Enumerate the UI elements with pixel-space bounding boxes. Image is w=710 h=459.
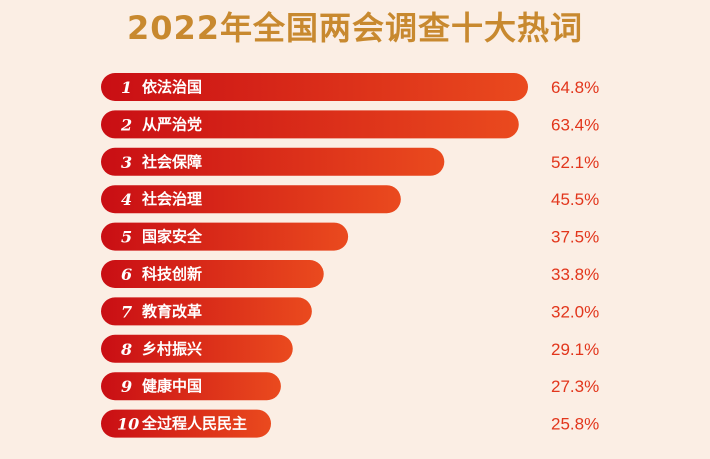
bar-rank-9: 9 xyxy=(121,377,132,396)
value-label-5: 37.5% xyxy=(551,228,599,247)
bar-rank-5: 5 xyxy=(121,228,132,247)
value-label-7: 32.0% xyxy=(551,302,599,321)
bar-1 xyxy=(101,73,528,101)
value-label-10: 25.8% xyxy=(551,415,599,434)
bar-6 xyxy=(101,260,324,288)
bar-7 xyxy=(101,297,312,326)
bar-rank-8: 8 xyxy=(120,340,132,359)
bar-rank-1: 1 xyxy=(121,78,132,97)
bar-rank-4: 4 xyxy=(121,190,132,209)
bar-5 xyxy=(101,222,349,251)
bar-10 xyxy=(101,409,272,438)
value-label-8: 29.1% xyxy=(551,340,599,359)
category-label-5: 国家安全 xyxy=(142,228,203,246)
value-label-6: 33.8% xyxy=(551,265,599,284)
category-label-1: 依法治国 xyxy=(142,78,202,96)
value-label-2: 63.4% xyxy=(551,115,599,134)
bar-rank-3: 3 xyxy=(121,153,132,172)
bar-9 xyxy=(101,372,281,401)
category-label-2: 从严治党 xyxy=(142,115,202,133)
category-label-10: 全过程人民民主 xyxy=(141,415,247,433)
category-label-8: 乡村振兴 xyxy=(142,340,202,358)
category-label-9: 健康中国 xyxy=(142,377,202,395)
bar-3 xyxy=(101,147,445,176)
bar-rank-2: 2 xyxy=(120,115,132,134)
bar-rank-6: 6 xyxy=(121,265,132,284)
category-label-3: 社会保障 xyxy=(141,153,202,171)
bar-8 xyxy=(101,334,293,363)
value-label-9: 27.3% xyxy=(551,377,599,396)
bar-4 xyxy=(101,185,401,214)
category-label-4: 社会治理 xyxy=(141,190,202,208)
bar-2 xyxy=(101,110,519,139)
value-label-3: 52.1% xyxy=(551,153,599,172)
bar-rank-10: 10 xyxy=(117,415,139,434)
value-label-1: 64.8% xyxy=(551,78,599,97)
chart-title: 2022年全国两会调查十大热词 xyxy=(126,9,584,47)
category-label-6: 科技创新 xyxy=(142,265,202,283)
category-label-7: 教育改革 xyxy=(141,302,202,320)
value-label-4: 45.5% xyxy=(551,190,599,209)
bar-rank-7: 7 xyxy=(121,302,132,321)
